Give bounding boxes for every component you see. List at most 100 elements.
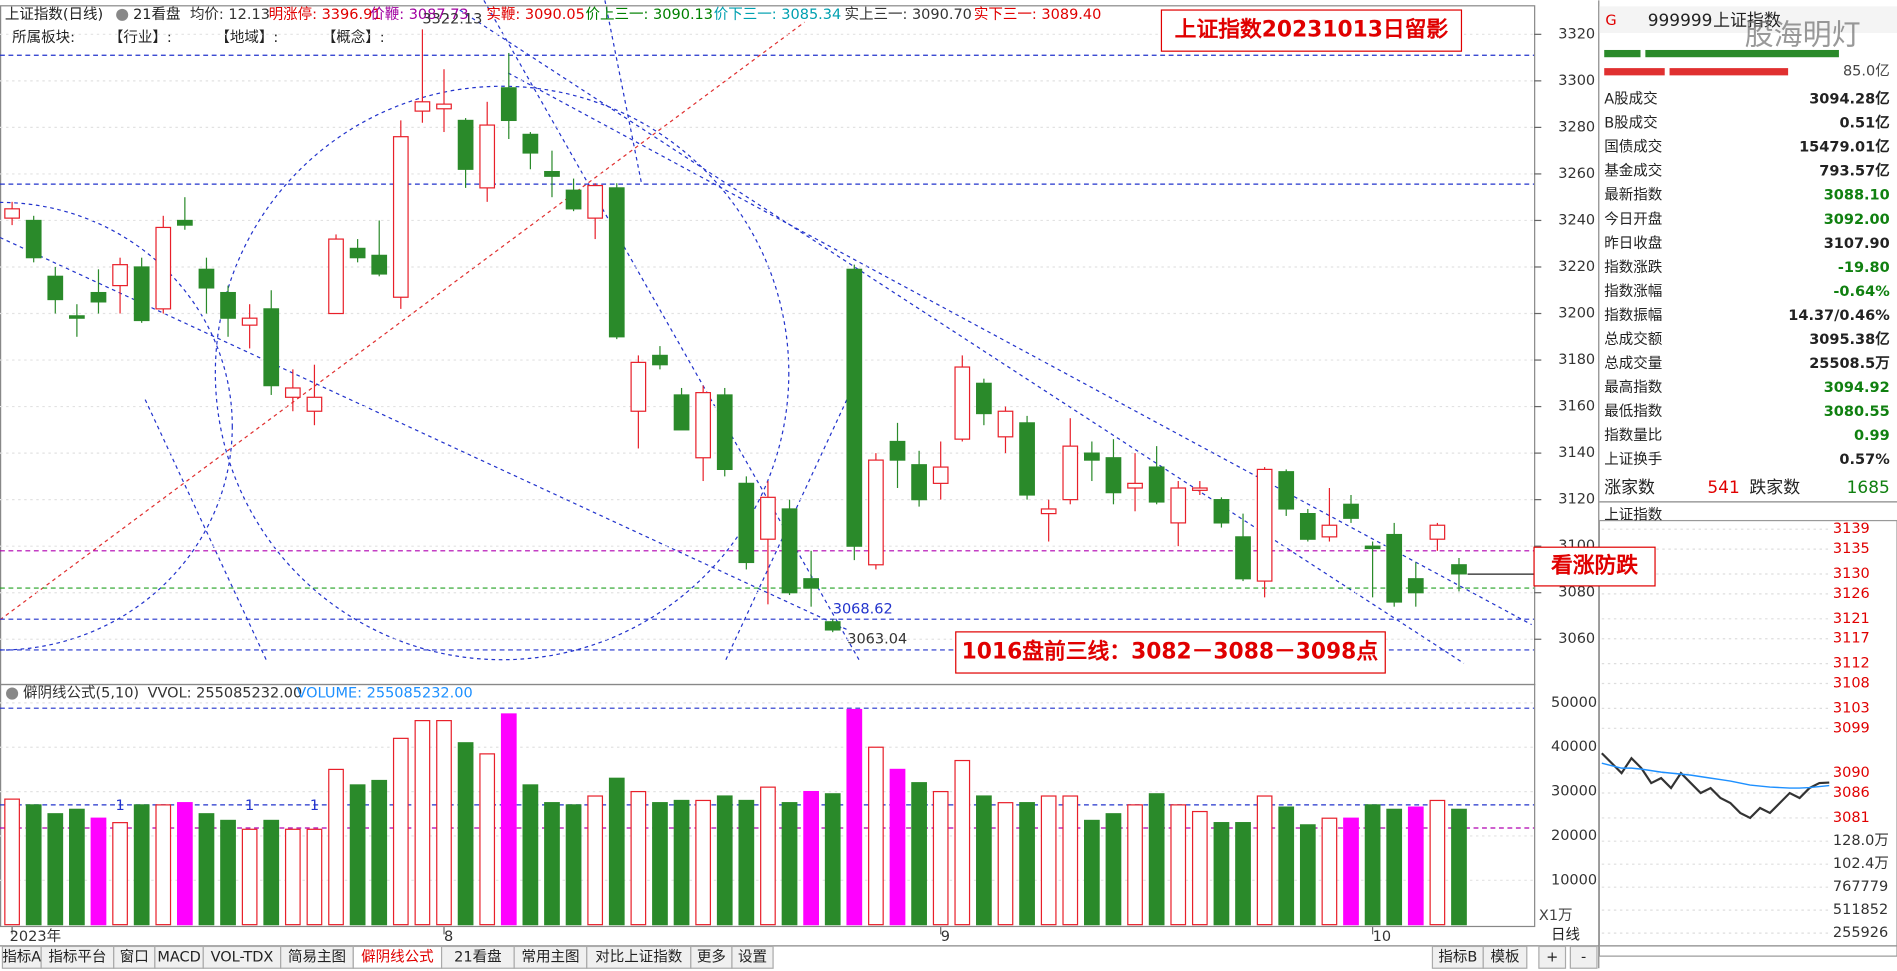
candle-body [155,226,172,310]
volume-bar [133,804,150,926]
candle-body [1364,545,1381,550]
toolbar-label[interactable]: 常用主图 [521,948,579,965]
toolbar-label[interactable]: 对比上证指数 [595,948,682,965]
mini-vol-label: 102.4万 [1833,856,1889,872]
volume-bar [1062,795,1079,926]
volume-bar [1321,817,1338,926]
volume-bar [500,713,517,926]
volume-bar [522,784,539,926]
stat-label: 总成交额 [1604,330,1662,348]
volume-bar [803,790,819,926]
candle-body [133,266,150,322]
toolbar-label[interactable]: 指标平台 [48,948,106,965]
drawing-line [507,72,1532,626]
stat-label: A股成交 [1604,90,1657,108]
candle-body [1407,578,1424,594]
stat-label: 国债成交 [1604,138,1662,156]
candle-body [1148,466,1165,503]
candle-body [1299,513,1316,540]
candle-body [1386,533,1403,603]
toolbar-tab[interactable] [1538,945,1567,969]
candle-body [349,247,366,259]
volume-bar [846,708,863,926]
y-tick-label: 3320 [1558,26,1595,42]
volume-bar [1040,795,1057,926]
toolbar-label[interactable]: 指标A [2,948,41,965]
header-item: 实下三一: 3089.40 [974,6,1101,23]
toolbar-tab[interactable] [731,945,774,969]
stat-value: -19.80 [1838,260,1890,276]
stat-value: 14.37/0.46% [1788,308,1890,324]
volume-marker: 1 [310,798,319,814]
toolbar-label[interactable]: MACD [157,949,200,965]
mini-tick-label: 3103 [1833,700,1870,716]
y-tick-label: 3200 [1558,306,1595,322]
header-item: 价下三一: 3085.34 [714,7,841,23]
stat-label: B股成交 [1604,114,1657,132]
candle-body [932,466,949,484]
toolbar-label[interactable]: - [1581,949,1586,965]
drawing-circle [0,201,233,651]
toolbar-label[interactable]: 模板 [1491,947,1520,965]
volume-bar [1148,793,1165,926]
note-box [1533,546,1656,587]
volume-bar [1127,804,1143,926]
panel-name: 上证指数 [1713,10,1781,30]
candle-body [608,187,625,338]
y-tick-label: 3180 [1558,352,1595,368]
candle-body [803,578,819,589]
stat-value: 3094.92 [1824,380,1890,396]
panel-bar-label: 85.0亿 [1843,63,1890,80]
mini-line [1601,762,1830,789]
toolbar-tab[interactable] [1482,945,1528,969]
candle-body [69,315,85,319]
candle-body [284,387,301,398]
candle-body [306,396,323,412]
volume-bar [90,817,107,926]
stat-value: 15479.01亿 [1799,138,1890,156]
volume-bar [932,790,949,926]
watermark: 股海明灯 [1745,18,1861,52]
panel-bar [1645,49,1839,58]
toolbar-label[interactable]: 窗口 [120,947,149,965]
volume-bar [587,795,604,926]
toolbar-label[interactable]: 更多 [697,948,726,965]
toolbar-label[interactable]: 21看盘 [454,947,501,965]
mini-tick-label: 3112 [1833,656,1870,672]
candle-body [90,291,107,303]
y-tick-label: 3280 [1558,119,1595,135]
note: 1016盘前三线：3082－3088－3098点 [962,638,1379,664]
toolbar-label[interactable]: VOL-TDX [211,949,274,965]
candle-body [1235,536,1251,580]
sector-label: 所属板块: [12,28,75,46]
candle-body [328,238,344,315]
volume-bar [976,795,992,926]
header-item: 实鞭: 3090.05 [486,6,584,23]
y-tick-label: 3300 [1558,73,1595,89]
stat-label: 指数涨幅 [1604,283,1662,300]
toolbar-label[interactable]: 僻阴线公式 [361,948,434,965]
toolbar-tab[interactable] [1569,945,1598,969]
candle-body [911,464,927,501]
stat-label: 上证换手 [1604,451,1662,468]
panel-code: 999999 [1648,10,1713,30]
stat-value: 3094.28亿 [1809,90,1890,108]
panel-bar [1604,49,1641,58]
volume-bar [608,777,625,926]
header-item: 价鞭: 3087.73 [370,6,468,23]
stat-value: 3080.55 [1824,404,1890,420]
y-tick-label: 3120 [1558,492,1595,508]
toolbar-label[interactable]: 设置 [738,948,767,965]
y-tick-label: 3260 [1558,166,1595,182]
candle-body [954,366,971,440]
volume-bar [328,768,344,926]
volume-bar [392,737,409,926]
toolbar-label[interactable]: + [1546,949,1558,965]
candle-body [263,308,280,387]
volume-unit: X1万 [1539,908,1573,924]
toolbar-label[interactable]: 简易主图 [288,948,346,965]
mini-tick-label: 3121 [1833,611,1870,627]
toolbar-label[interactable]: 指标B [1438,948,1477,965]
mini-line [1601,752,1830,820]
period: 日线 [1551,927,1580,944]
